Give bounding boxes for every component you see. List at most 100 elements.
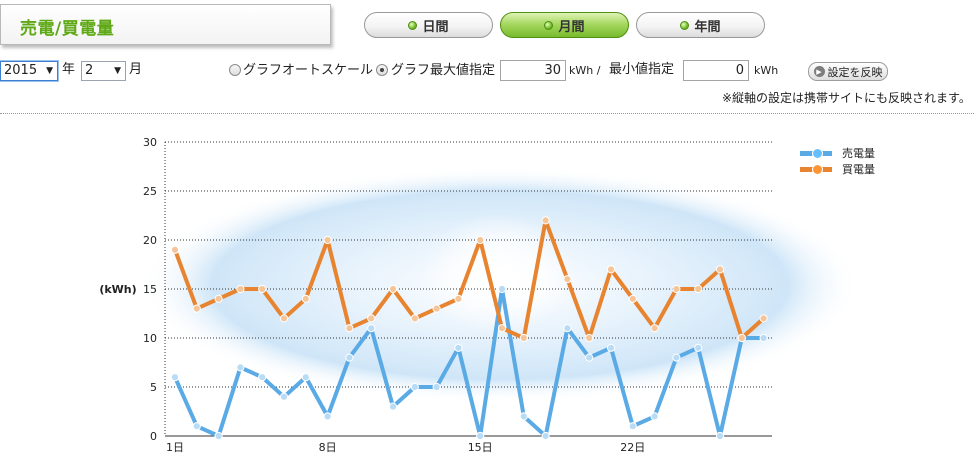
- data-point-buy: [367, 314, 376, 323]
- data-point-buy: [432, 304, 441, 313]
- y-tick-label: 10: [143, 332, 157, 345]
- min-value-label: 最小値指定: [609, 62, 675, 77]
- y-axis-label: (kWh): [99, 283, 136, 296]
- data-point-buy: [279, 314, 289, 323]
- data-point-buy: [519, 333, 528, 343]
- data-point-sell: [279, 392, 289, 401]
- data-point-sell: [563, 324, 572, 333]
- data-point-buy: [454, 294, 463, 303]
- data-point-sell: [258, 373, 267, 382]
- max-value-label: グラフ最大値指定: [391, 63, 496, 78]
- bullet-icon: [544, 20, 554, 30]
- max-value-radio[interactable]: [376, 64, 388, 76]
- max-unit-label: kWh /: [569, 64, 601, 77]
- auto-scale-radio[interactable]: [229, 64, 241, 76]
- data-point-sell: [323, 412, 332, 421]
- y-tick-label: 20: [143, 234, 157, 247]
- axis-note: ※縦軸の設定は携帯サイトにも反映されます。: [722, 91, 971, 105]
- data-point-buy: [650, 324, 659, 333]
- sun-glow: [423, 213, 573, 333]
- data-point-sell: [410, 382, 419, 392]
- data-point-buy: [563, 275, 572, 284]
- max-value-input[interactable]: 30: [500, 60, 566, 81]
- data-point-buy: [345, 324, 354, 333]
- data-point-sell: [519, 412, 528, 421]
- tab-daily[interactable]: 日間: [364, 12, 493, 38]
- legend-item-buy: 買電量: [800, 161, 875, 177]
- data-point-sell: [585, 353, 594, 362]
- bullet-icon: [408, 20, 418, 30]
- data-point-buy: [628, 294, 637, 303]
- tab-daily-label: 日間: [422, 19, 449, 35]
- year-suffix: 年: [62, 62, 76, 77]
- min-value-input[interactable]: 0: [683, 60, 749, 81]
- data-point-buy: [410, 314, 419, 323]
- series-line-buy: [173, 218, 766, 340]
- legend-item-sell: 売電量: [800, 145, 875, 161]
- month-select-value: 2: [85, 63, 94, 78]
- data-point-sell: [454, 343, 463, 352]
- data-point-sell: [388, 402, 398, 411]
- series-line-sell: [173, 287, 766, 438]
- data-point-buy: [715, 265, 725, 274]
- page-title: 売電/買電量: [20, 19, 115, 39]
- data-point-sell: [606, 343, 616, 352]
- y-tick-label: 15: [143, 283, 157, 296]
- legend-swatch-buy: [800, 166, 832, 172]
- data-point-sell: [367, 324, 376, 333]
- data-point-buy: [694, 284, 703, 294]
- data-point-buy: [258, 284, 267, 294]
- data-point-buy: [236, 284, 245, 294]
- apply-settings-button[interactable]: ▶ 設定を反映: [808, 62, 888, 81]
- data-point-sell: [628, 422, 637, 431]
- tab-yearly[interactable]: 年間: [636, 12, 765, 38]
- legend-swatch-sell: [800, 150, 832, 156]
- data-point-buy: [170, 245, 180, 254]
- month-select[interactable]: 2 ▼: [81, 61, 126, 81]
- data-point-sell: [497, 284, 507, 294]
- data-point-sell: [759, 333, 768, 343]
- data-point-sell: [301, 373, 310, 382]
- data-point-buy: [737, 333, 746, 343]
- data-point-sell: [192, 422, 201, 431]
- x-tick-label: 1日: [166, 441, 184, 454]
- page-title-box: 売電/買電量: [0, 4, 331, 45]
- data-point-sell: [214, 431, 223, 441]
- data-point-buy: [759, 314, 768, 323]
- data-point-buy: [606, 265, 616, 274]
- tab-monthly-label: 月間: [558, 19, 585, 35]
- min-unit-label: kWh: [754, 64, 779, 77]
- data-point-sell: [170, 373, 180, 382]
- year-select[interactable]: 2015 ▼: [0, 61, 58, 81]
- y-tick-label: 5: [150, 381, 157, 394]
- data-point-buy: [388, 284, 398, 294]
- data-point-buy: [323, 235, 332, 245]
- data-point-buy: [192, 304, 201, 313]
- divider: [0, 113, 974, 114]
- data-point-sell: [650, 412, 659, 421]
- data-point-sell: [236, 363, 245, 372]
- data-point-sell: [345, 353, 354, 362]
- x-tick-label: 8日: [319, 441, 337, 454]
- month-suffix: 月: [129, 62, 143, 77]
- year-select-value: 2015: [4, 63, 38, 78]
- data-point-sell: [694, 343, 703, 352]
- line-chart: 0 5 10 15 20 25 30 (kWh) 1日 8日 15日 22日: [99, 136, 860, 454]
- bullet-icon: [680, 20, 690, 30]
- data-point-sell: [541, 431, 550, 441]
- data-point-buy: [541, 216, 550, 225]
- data-point-sell: [432, 382, 441, 392]
- data-point-buy: [585, 333, 594, 343]
- data-point-buy: [214, 294, 223, 303]
- tab-yearly-label: 年間: [694, 19, 721, 35]
- chevron-down-icon: ▼: [46, 66, 53, 76]
- auto-scale-label: グラフオートスケール: [243, 63, 374, 78]
- legend-label-buy: 買電量: [842, 163, 875, 176]
- data-point-buy: [476, 235, 485, 245]
- x-tick-label: 22日: [620, 441, 645, 454]
- data-point-sell: [715, 431, 725, 441]
- data-point-buy: [672, 284, 681, 294]
- tab-monthly[interactable]: 月間: [500, 12, 629, 38]
- x-tick-label: 15日: [468, 441, 493, 454]
- data-point-buy: [301, 294, 310, 303]
